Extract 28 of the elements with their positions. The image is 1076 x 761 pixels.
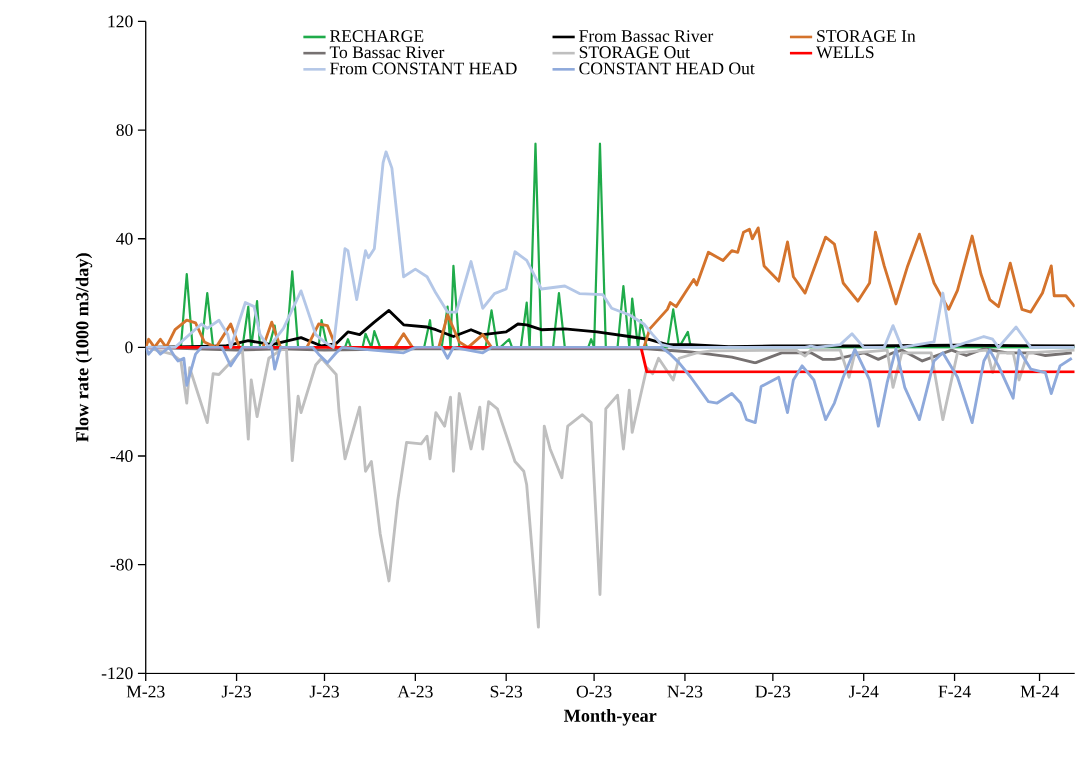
- y-tick-label: 80: [116, 124, 133, 136]
- y-tick-label: 40: [116, 232, 133, 245]
- x-tick-label: O-23: [576, 685, 612, 698]
- y-tick-label: -80: [110, 558, 133, 571]
- x-tick-label: J-24: [848, 685, 879, 698]
- legend-label: To Bassac River: [329, 46, 445, 59]
- x-tick-label: N-23: [667, 685, 703, 698]
- x-tick-label: D-23: [755, 685, 791, 698]
- x-tick-label: J-23: [221, 685, 252, 698]
- y-tick-label: -40: [110, 450, 133, 462]
- x-tick-label: A-23: [397, 685, 433, 698]
- x-tick-label: M-24: [1020, 685, 1059, 698]
- y-axis-title: Flow rate (1000 m3/day): [75, 253, 93, 442]
- legend-label: WELLS: [816, 46, 874, 59]
- legend-label: CONSTANT HEAD Out: [579, 62, 755, 75]
- legend-label: RECHARGE: [329, 30, 424, 42]
- legend-label: STORAGE In: [817, 30, 916, 42]
- legend-label: STORAGE Out: [579, 46, 690, 59]
- legend-label: From Bassac River: [579, 30, 714, 42]
- x-tick-label: F-24: [938, 685, 971, 698]
- x-tick-label: S-23: [490, 685, 523, 698]
- legend-label: From CONSTANT HEAD: [329, 62, 517, 75]
- y-tick-label: -120: [101, 667, 133, 680]
- y-tick-label: 0: [125, 341, 133, 354]
- x-tick-label: J-23: [309, 685, 339, 698]
- x-tick-label: M-23: [126, 685, 165, 698]
- x-axis-title: Month-year: [563, 708, 657, 726]
- y-tick-label: 120: [108, 15, 133, 28]
